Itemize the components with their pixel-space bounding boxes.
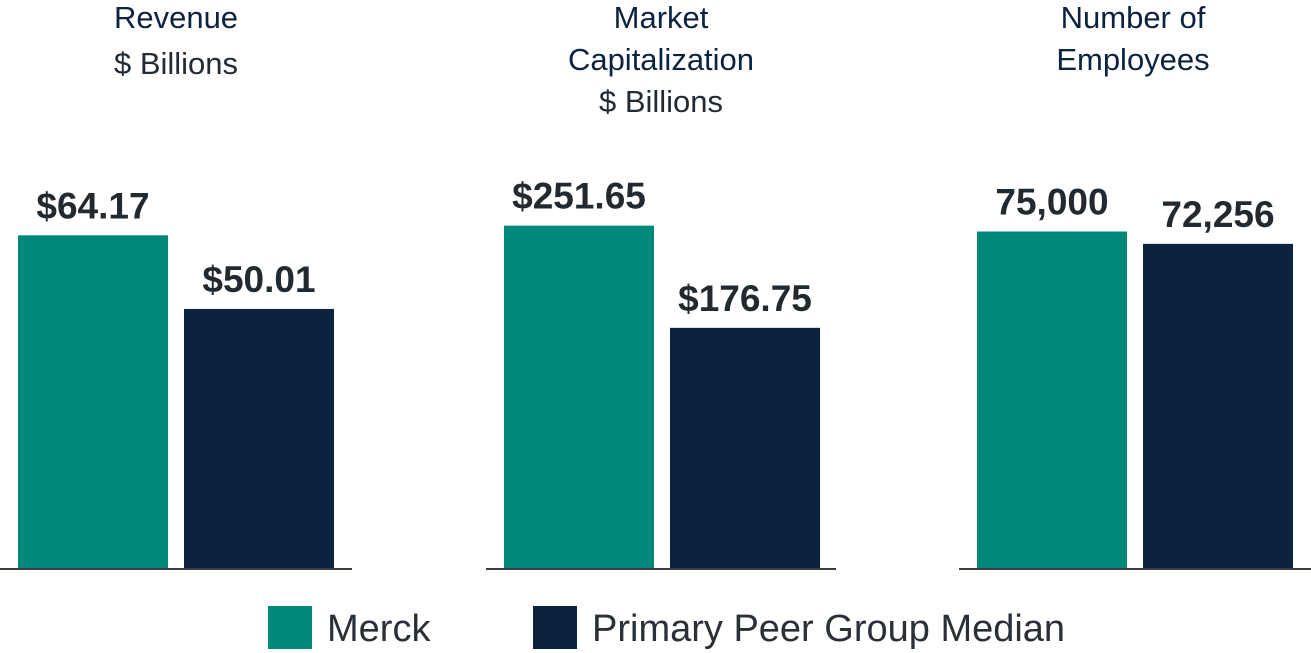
bar-merck (18, 235, 168, 570)
legend-swatch-merck (268, 606, 312, 649)
legend-label-peer: Primary Peer Group Median (592, 608, 1065, 650)
value-label-peer: $176.75 (678, 278, 812, 319)
legend: Merck Primary Peer Group Median (268, 606, 1065, 650)
value-label-merck: 75,000 (995, 182, 1108, 223)
panel-title-line: Capitalization (568, 42, 754, 77)
panel-subtitle: $ Billions (599, 84, 723, 119)
panel-subtitle: $ Billions (114, 46, 238, 81)
value-label-peer: $50.01 (202, 259, 315, 300)
value-label-merck: $251.65 (512, 176, 646, 217)
panel-title-line: Number of (1061, 0, 1206, 35)
panel-title-line: Revenue (114, 0, 238, 35)
bar-merck (504, 225, 654, 570)
legend-label-merck: Merck (327, 608, 431, 650)
value-label-peer: 72,256 (1161, 194, 1274, 235)
panel-market-cap: Market Capitalization $ Billions $251.65… (486, 0, 836, 570)
bar-peer (670, 327, 820, 569)
bar-merck (977, 231, 1127, 569)
panel-title-line: Employees (1056, 42, 1209, 77)
panel-employees: Number of Employees 75,000 72,256 (959, 0, 1311, 570)
panel-revenue: Revenue $ Billions $64.17 $50.01 (0, 0, 352, 570)
value-label-merck: $64.17 (36, 185, 149, 226)
bar-peer (184, 308, 334, 569)
bar-peer (1143, 243, 1293, 569)
legend-swatch-peer (533, 606, 577, 649)
panel-title-line: Market (614, 0, 709, 35)
